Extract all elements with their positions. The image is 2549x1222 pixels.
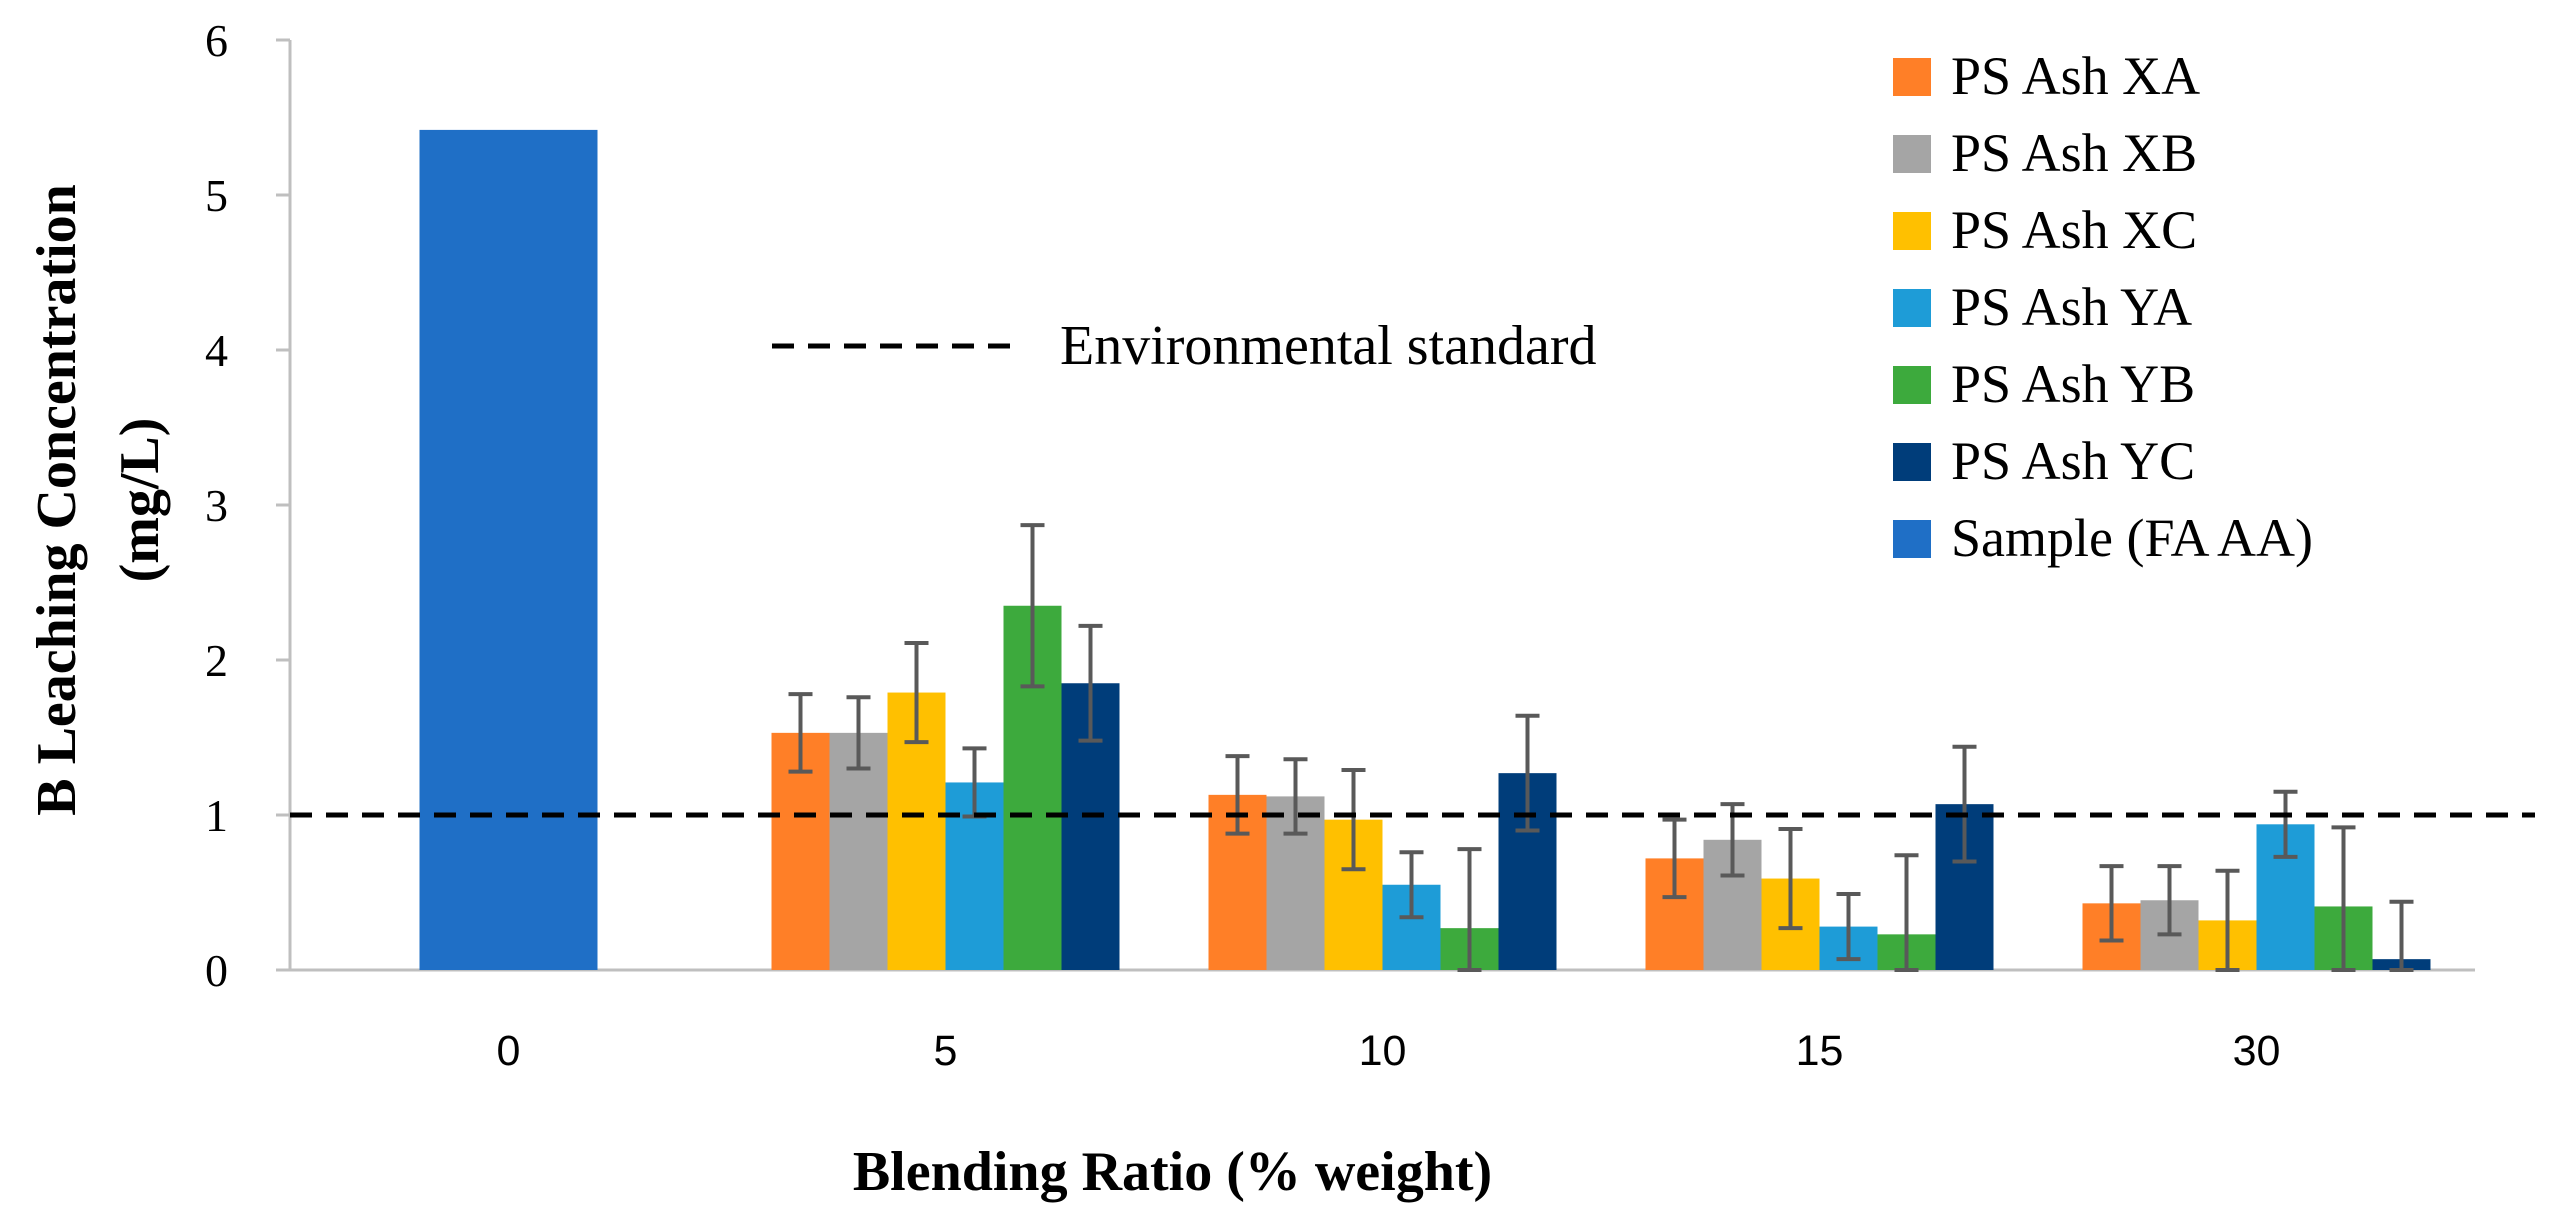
legend-label: PS Ash YB	[1951, 354, 2195, 414]
reference-line-label: Environmental standard	[1060, 315, 1597, 377]
legend: PS Ash XA PS Ash XB PS Ash XC PS Ash YA PS A…	[1893, 46, 2313, 568]
legend-swatch	[1893, 135, 1931, 173]
y-tick-label: 2	[205, 635, 228, 686]
y-tick-label: 6	[205, 15, 228, 66]
legend-swatch	[1893, 289, 1931, 327]
legend-label: PS Ash XC	[1951, 200, 2197, 260]
y-tick-label: 1	[205, 790, 228, 841]
legend-label: Sample (FA AA)	[1951, 508, 2313, 568]
legend-label: PS Ash YA	[1951, 277, 2192, 337]
reference-line-layer	[290, 343, 2535, 818]
legend-swatch	[1893, 520, 1931, 558]
x-tick-label: 5	[934, 1027, 958, 1075]
legend-swatch	[1893, 58, 1931, 96]
x-tick-label: 0	[497, 1027, 521, 1075]
legend-label: PS Ash XA	[1951, 46, 2200, 106]
legend-swatch	[1893, 212, 1931, 250]
y-axis-title-line-2: (mg/L)	[109, 418, 171, 583]
legend-swatch	[1893, 366, 1931, 404]
legend-swatch	[1893, 443, 1931, 481]
x-tick-label: 10	[1359, 1027, 1407, 1075]
y-tick-label: 5	[205, 170, 228, 221]
bar	[419, 129, 598, 970]
x-axis-title: Blending Ratio (% weight)	[853, 1141, 1492, 1203]
y-tick-label: 4	[205, 325, 228, 376]
y-tick-label: 3	[205, 480, 228, 531]
bars-layer	[419, 129, 2431, 970]
x-tick-label: 30	[2233, 1027, 2281, 1075]
legend-label: PS Ash XB	[1951, 123, 2197, 183]
bar	[829, 732, 888, 970]
y-tick-label: 0	[205, 945, 228, 996]
error-bars-layer	[788, 523, 2414, 972]
labels-layer: 0 1 2 3 4 5 6 0 5 10 15 30 Environmental standard Ble…	[26, 15, 2280, 1203]
legend-label: PS Ash YC	[1951, 431, 2195, 491]
y-axis-title-line-1: B Leaching Concentration	[26, 184, 88, 816]
x-tick-label: 15	[1796, 1027, 1844, 1075]
